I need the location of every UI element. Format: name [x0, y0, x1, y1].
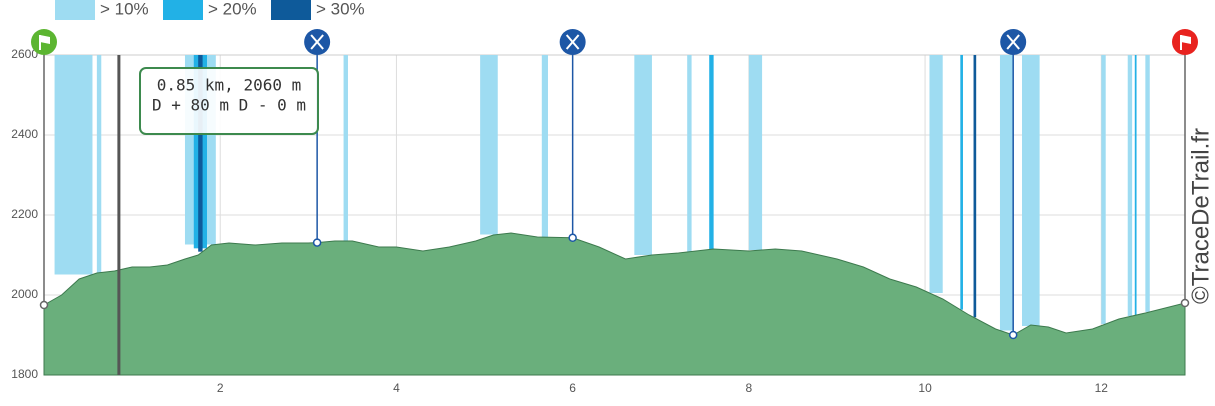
slope-band: [973, 55, 977, 318]
y-tick-label: 2600: [11, 47, 38, 61]
slope-band: [343, 55, 348, 241]
watermark: ©TraceDeTrail.fr: [1187, 128, 1214, 304]
marker-point: [568, 233, 577, 243]
slope-band: [709, 55, 714, 249]
x-tick-label: 6: [569, 381, 576, 395]
x-tick-label: 8: [746, 381, 753, 395]
tooltip-box: [139, 67, 319, 135]
y-tick-label: 2400: [11, 127, 38, 141]
tooltip-line: 0.85 km, 2060 m: [157, 76, 302, 95]
marker-point: [1180, 298, 1190, 308]
slope-band: [480, 55, 498, 235]
slope-band: [1145, 55, 1150, 312]
legend-swatch: [163, 0, 203, 20]
slope-band: [54, 55, 93, 275]
marker-point: [1008, 330, 1018, 340]
slope-band: [198, 55, 203, 252]
slope-band: [634, 55, 652, 255]
y-tick-label: 1800: [11, 367, 38, 381]
slope-band: [687, 55, 692, 252]
tooltip-line: D + 80 m D - 0 m: [152, 96, 306, 115]
slope-band: [96, 55, 102, 273]
slope-band: [748, 55, 763, 250]
icon-flag: [40, 35, 50, 44]
x-tick-label: 4: [393, 381, 400, 395]
slope-band: [999, 55, 1014, 331]
slope-band: [1101, 55, 1106, 324]
legend-label: > 20%: [208, 0, 257, 18]
slope-band: [960, 55, 963, 310]
x-tick-label: 2: [217, 381, 224, 395]
x-tick-label: 10: [918, 381, 932, 395]
icon-stroke: [310, 34, 324, 50]
icon-stroke: [1006, 34, 1020, 50]
icon-flag: [1181, 35, 1191, 44]
marker-point: [312, 238, 322, 247]
icon-stroke: [565, 34, 580, 50]
y-tick-label: 2200: [11, 207, 38, 221]
marker-point: [39, 300, 49, 310]
legend-label: > 30%: [316, 0, 365, 18]
slope-band: [541, 55, 548, 238]
slope-band: [1127, 55, 1133, 316]
legend-swatch: [271, 0, 311, 20]
slope-band: [1134, 55, 1137, 315]
slope-band: [929, 55, 943, 293]
slope-band: [1022, 55, 1040, 326]
y-tick-label: 2000: [11, 287, 38, 301]
legend-swatch: [55, 0, 95, 20]
x-tick-label: 12: [1095, 381, 1109, 395]
legend-label: > 10%: [100, 0, 149, 18]
